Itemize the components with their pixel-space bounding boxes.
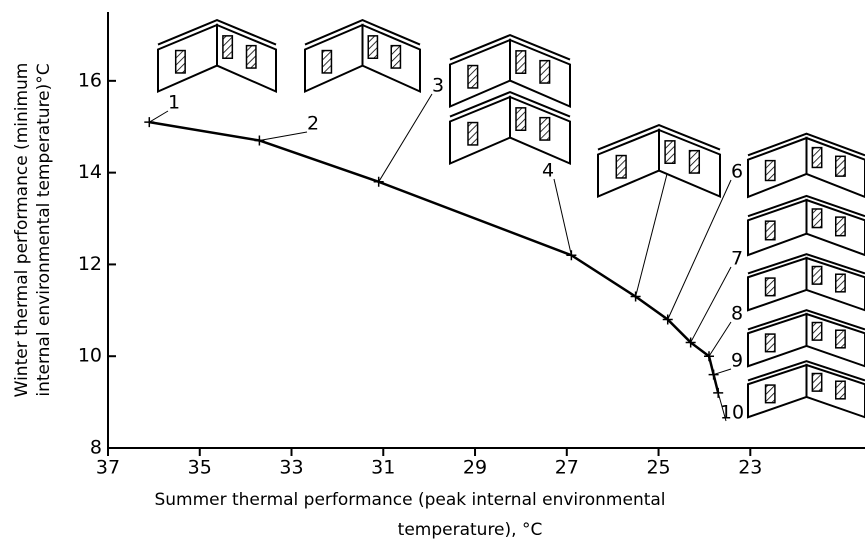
y-axis-title: Winter thermal performance (minimum inte… xyxy=(12,63,54,398)
window xyxy=(766,278,775,296)
window xyxy=(766,385,775,403)
window xyxy=(516,108,526,130)
point-label: 7 xyxy=(731,248,743,270)
wall-icon xyxy=(598,125,720,196)
page: Summer thermal performance (peak interna… xyxy=(0,0,865,545)
window xyxy=(540,61,550,83)
y-tick-label: 10 xyxy=(78,345,102,367)
y-tick-label: 14 xyxy=(78,161,102,183)
wall-icon xyxy=(305,20,420,91)
leader-line xyxy=(636,174,667,297)
window xyxy=(322,51,331,73)
y-tick-label: 16 xyxy=(78,69,102,91)
wall-panel xyxy=(748,258,807,310)
window xyxy=(812,323,821,341)
wall-icon xyxy=(158,20,276,91)
window xyxy=(468,66,478,88)
y-axis-title-line: Winter thermal performance (minimum xyxy=(12,63,32,398)
window xyxy=(836,330,845,348)
window xyxy=(247,46,256,68)
leader-line xyxy=(554,179,571,255)
x-tick-label: 35 xyxy=(188,457,212,479)
point-label: 9 xyxy=(731,350,743,372)
leader-line xyxy=(379,94,432,182)
leader-line xyxy=(709,322,731,356)
window xyxy=(812,148,821,168)
x-tick-label: 25 xyxy=(646,457,670,479)
x-tick-label: 31 xyxy=(371,457,395,479)
wall-panel xyxy=(305,25,363,92)
leader-line xyxy=(714,369,731,375)
wall-panel xyxy=(450,97,510,164)
wall-icon xyxy=(748,361,865,417)
wall-panel xyxy=(748,138,807,197)
window xyxy=(812,267,821,285)
wall-icon xyxy=(748,196,865,255)
chart: Summer thermal performance (peak interna… xyxy=(0,0,865,545)
x-tick-label: 27 xyxy=(555,457,579,479)
point-label: 1 xyxy=(168,92,180,114)
window xyxy=(391,46,400,68)
window xyxy=(516,51,526,73)
window xyxy=(766,221,775,240)
wall-icon xyxy=(450,92,570,163)
wall-panel xyxy=(748,314,807,366)
y-tick-label: 12 xyxy=(78,253,102,275)
window xyxy=(836,217,845,236)
x-tick-label: 33 xyxy=(279,457,303,479)
window xyxy=(836,156,845,176)
window xyxy=(368,36,377,58)
point-label: 2 xyxy=(307,113,319,135)
point-label: 6 xyxy=(731,161,743,183)
wall-icon xyxy=(450,35,570,106)
window xyxy=(540,118,550,140)
y-axis-title-line: internal environmental temperature)°C xyxy=(34,63,54,396)
wall-icon xyxy=(748,134,865,197)
wall-icon xyxy=(748,254,865,310)
wall-panel xyxy=(598,130,659,197)
window xyxy=(766,161,775,181)
x-axis-title-line: temperature), °C xyxy=(398,520,543,540)
x-axis-title: Summer thermal performance (peak interna… xyxy=(154,490,665,540)
leader-line xyxy=(259,132,307,141)
window xyxy=(836,381,845,399)
window xyxy=(812,374,821,392)
window xyxy=(766,334,775,352)
wall-icon xyxy=(748,310,865,366)
point-label: 4 xyxy=(542,160,554,182)
wall-panel xyxy=(748,200,807,255)
x-tick-label: 29 xyxy=(463,457,487,479)
window xyxy=(223,36,232,58)
leader-line xyxy=(149,111,168,122)
y-tick-label: 8 xyxy=(90,437,102,459)
window xyxy=(616,156,626,178)
x-tick-label: 23 xyxy=(738,457,762,479)
wall-panel xyxy=(748,365,807,417)
x-tick-label: 37 xyxy=(96,457,120,479)
window xyxy=(468,123,478,145)
x-axis-title-line: Summer thermal performance (peak interna… xyxy=(154,490,665,510)
window xyxy=(690,151,700,173)
wall-panel xyxy=(158,25,217,92)
window xyxy=(176,51,185,73)
window xyxy=(665,141,675,163)
point-label: 10 xyxy=(720,402,744,424)
point-label: 3 xyxy=(432,75,444,97)
point-label: 8 xyxy=(731,303,743,325)
window xyxy=(836,274,845,292)
window xyxy=(812,209,821,228)
leader-line xyxy=(668,180,731,319)
